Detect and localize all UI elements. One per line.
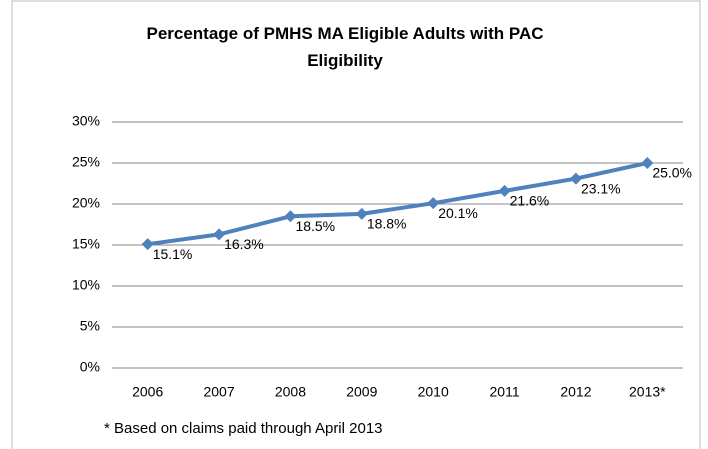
marker: [569, 172, 582, 185]
y-tick-label: 15%: [72, 236, 100, 252]
x-tick-label: 2010: [418, 384, 449, 400]
x-tick-label: 2006: [132, 384, 163, 400]
y-tick-label: 10%: [72, 277, 100, 293]
y-tick-label: 25%: [72, 154, 100, 170]
marker: [641, 157, 654, 169]
x-tick-label: 2011: [490, 384, 520, 400]
marker: [213, 228, 226, 241]
y-tick-label: 5%: [80, 318, 100, 334]
data-label: 16.3%: [224, 236, 264, 252]
x-tick-label: 2009: [346, 384, 377, 400]
data-label: 23.1%: [581, 180, 621, 196]
marker: [498, 184, 511, 197]
x-tick-label: 2013*: [629, 384, 666, 400]
chart-title: Percentage of PMHS MA Eligible Adults wi…: [146, 24, 544, 70]
data-label: 15.1%: [153, 246, 193, 262]
x-tick-label: 2008: [275, 384, 306, 400]
footnote: * Based on claims paid through April 201…: [104, 420, 383, 437]
y-tick-label: 30%: [72, 113, 100, 129]
chart-frame: [11, 0, 701, 449]
marker: [284, 210, 297, 223]
y-tick-label: 20%: [72, 195, 100, 211]
y-tick-label: 0%: [80, 359, 100, 375]
marker: [427, 197, 440, 210]
data-label: 21.6%: [510, 193, 550, 209]
data-label: 18.5%: [295, 218, 335, 234]
marker: [355, 207, 368, 220]
data-label: 20.1%: [438, 205, 478, 221]
data-label: 25.0%: [652, 165, 692, 181]
data-label: 18.8%: [367, 216, 407, 232]
data-line: [147, 161, 648, 247]
x-tick-label: 2007: [203, 384, 234, 400]
marker: [141, 238, 154, 251]
x-tick-label: 2012: [560, 384, 591, 400]
